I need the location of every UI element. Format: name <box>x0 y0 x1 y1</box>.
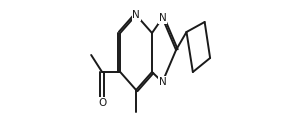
Text: N: N <box>132 10 140 20</box>
Text: N: N <box>159 13 166 23</box>
Text: O: O <box>98 98 106 108</box>
Text: N: N <box>159 77 166 87</box>
